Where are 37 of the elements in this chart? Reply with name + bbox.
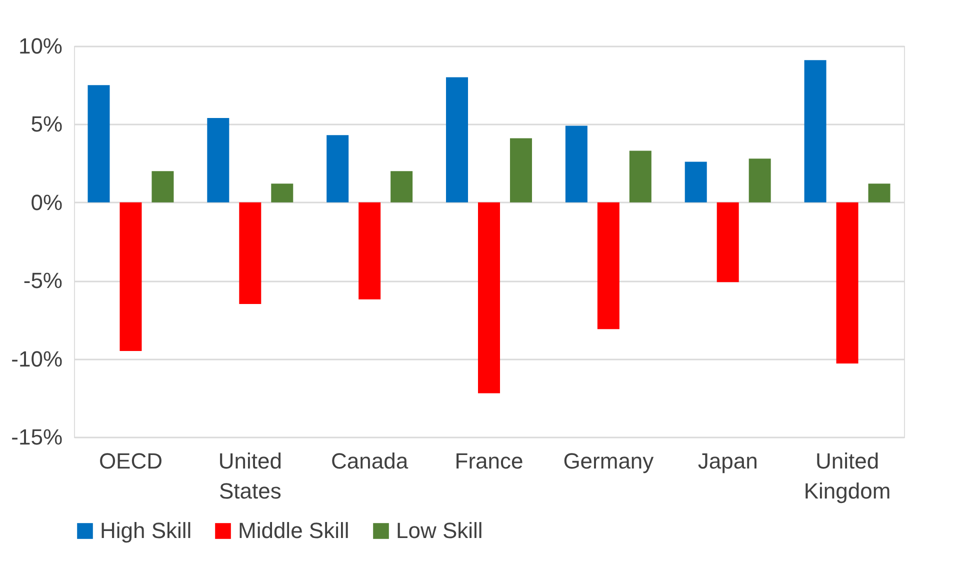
- bar: [207, 118, 230, 202]
- bar: [88, 85, 110, 202]
- y-tick-label: -10%: [11, 346, 62, 372]
- legend-label: High Skill: [100, 518, 192, 543]
- legend-label: Low Skill: [396, 518, 483, 543]
- bar: [271, 184, 294, 202]
- bar: [478, 202, 500, 394]
- bar: [358, 202, 381, 300]
- bar: [510, 138, 532, 202]
- bar: [390, 171, 413, 202]
- x-tick-label: OECD: [98, 448, 163, 474]
- x-tick-label: Germany: [563, 448, 654, 474]
- y-tick-label: 10%: [18, 34, 62, 58]
- bar: [629, 150, 652, 202]
- bar: [836, 202, 858, 364]
- bar: [716, 202, 739, 282]
- bar: [684, 162, 707, 202]
- bar: [804, 60, 826, 202]
- x-tick-label: United Kingdom: [804, 448, 891, 504]
- y-tick-label: 0%: [30, 190, 62, 215]
- bar: [868, 184, 890, 202]
- bar: [446, 77, 468, 202]
- bar: [120, 202, 142, 351]
- bar: [565, 126, 588, 202]
- y-tick-label: 5%: [30, 112, 62, 137]
- bar: [326, 135, 349, 202]
- x-tick-label: Canada: [331, 448, 409, 474]
- bar: [152, 171, 174, 202]
- bar: [748, 158, 771, 202]
- x-tick-label: Japan: [698, 448, 758, 474]
- bar: [239, 202, 262, 304]
- legend-label: Middle Skill: [238, 518, 350, 543]
- y-tick-label: -15%: [11, 424, 62, 450]
- x-tick-label: France: [454, 448, 524, 474]
- y-tick-label: -5%: [23, 268, 62, 294]
- bar: [597, 202, 620, 330]
- x-tick-label: United States: [218, 448, 282, 504]
